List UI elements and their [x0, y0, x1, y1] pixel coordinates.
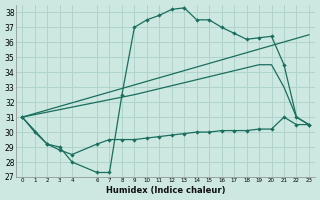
X-axis label: Humidex (Indice chaleur): Humidex (Indice chaleur): [106, 186, 225, 195]
